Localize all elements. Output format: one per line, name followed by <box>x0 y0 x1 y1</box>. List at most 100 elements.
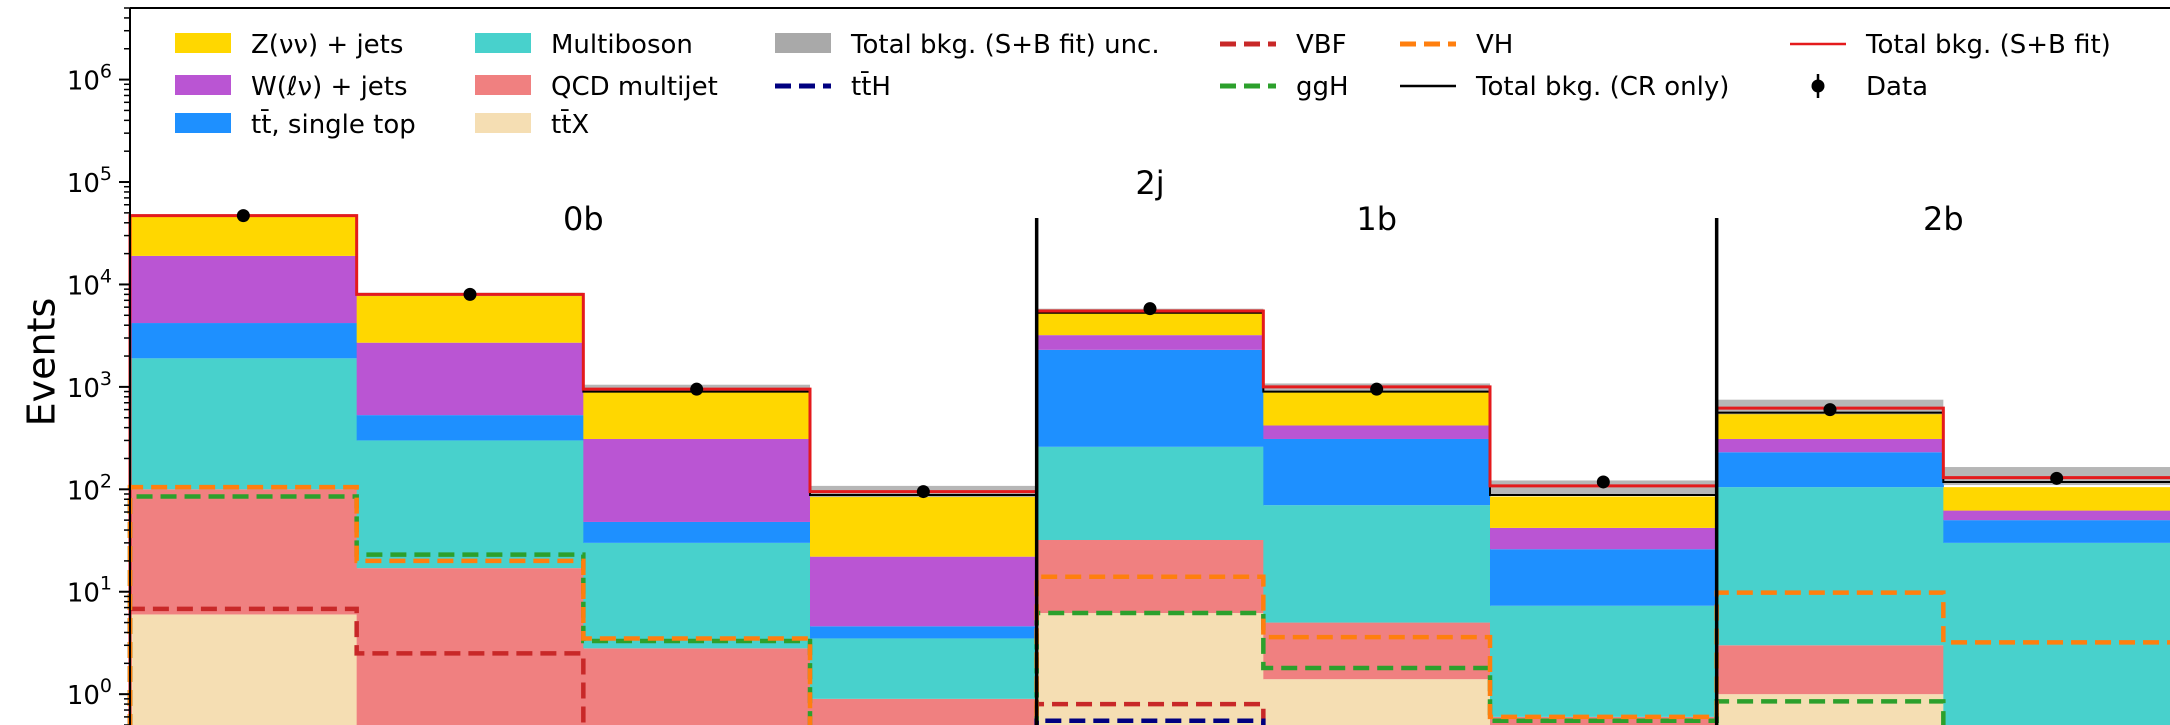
bar-wjets-2 <box>583 438 811 522</box>
data-point-6 <box>1596 475 1610 489</box>
legend-label-ttx: tt̄X <box>551 108 589 140</box>
bar-ttsingletop-3 <box>810 626 1038 639</box>
y-tick-exponent: 1 <box>100 573 112 595</box>
bar-zjets-5 <box>1263 391 1491 426</box>
data-point-5 <box>1370 382 1384 396</box>
bar-zjets-8 <box>1943 487 2170 511</box>
legend-label-totalbkgsbfit: Total bkg. (S+B fit) <box>1865 30 2111 60</box>
bar-multiboson-5 <box>1263 505 1491 623</box>
y-tick-label-0: 100 <box>67 675 112 711</box>
y-tick-label-5: 105 <box>67 163 112 199</box>
legend: Z(νν) + jets W(ℓν) + jets tt̄, single top M… <box>175 30 2111 140</box>
region-labels: 0b 1b 2b 2j <box>563 164 1964 238</box>
y-axis-label: Events <box>20 298 64 427</box>
bar-zjets-4 <box>1036 312 1264 336</box>
legend-label-vbf: VBF <box>1296 30 1347 60</box>
legend-swatch-zjets <box>175 33 231 53</box>
region-label-0b: 0b <box>563 200 604 238</box>
bar-zjets-7 <box>1716 412 1944 439</box>
bar-zjets-1 <box>356 294 584 343</box>
bar-multiboson-7 <box>1716 487 1944 646</box>
legend-label-data: Data <box>1866 72 1928 102</box>
bar-ttsingletop-4 <box>1036 349 1264 447</box>
bar-qcdmultijet-2 <box>583 648 811 725</box>
data-point-1 <box>463 287 477 301</box>
bar-multiboson-3 <box>810 638 1038 699</box>
y-tick-base: 10 <box>67 374 100 404</box>
legend-label-wjets: W(ℓν) + jets <box>251 72 408 102</box>
data-point-3 <box>916 485 930 499</box>
y-tick-base: 10 <box>67 67 100 97</box>
bar-ttsingletop-1 <box>356 415 584 441</box>
y-tick-base: 10 <box>67 681 100 711</box>
legend-swatch-ttx <box>475 113 531 133</box>
bar-zjets-3 <box>810 496 1038 557</box>
y-tick-base: 10 <box>67 271 100 301</box>
y-tick-exponent: 2 <box>100 470 112 492</box>
bar-wjets-3 <box>810 556 1038 627</box>
bar-wjets-4 <box>1036 335 1264 350</box>
legend-label-vh: VH <box>1476 30 1513 60</box>
data-point-0 <box>236 209 250 223</box>
bar-ttx-4 <box>1036 613 1264 725</box>
y-tick-label-3: 103 <box>67 368 112 404</box>
legend-swatch-wjets <box>175 75 231 95</box>
bar-qcdmultijet-1 <box>356 568 584 725</box>
y-tick-label-6: 106 <box>67 61 112 97</box>
legend-label-qcdmultijet: QCD multijet <box>551 72 718 102</box>
bar-ttsingletop-8 <box>1943 520 2170 543</box>
bar-qcdmultijet-3 <box>810 698 1038 725</box>
y-tick-base: 10 <box>67 579 100 609</box>
region-label-1b: 1b <box>1356 200 1397 238</box>
legend-label-multiboson: Multiboson <box>551 30 693 60</box>
group-label: 2j <box>1135 164 1164 202</box>
bar-ttx-0 <box>130 614 358 725</box>
y-tick-base: 10 <box>67 476 100 506</box>
bar-multiboson-6 <box>1490 605 1718 717</box>
y-tick-base: 10 <box>67 169 100 199</box>
bar-wjets-8 <box>1943 510 2170 521</box>
bar-multiboson-4 <box>1036 446 1264 540</box>
bar-zjets-2 <box>583 391 811 439</box>
signal-vbf-line <box>127 606 1266 725</box>
legend-swatch-data <box>1811 79 1825 93</box>
bar-zjets-6 <box>1490 496 1718 528</box>
bar-ttx-7 <box>1716 694 1944 725</box>
legend-label-totalbkgcronly: Total bkg. (CR only) <box>1475 72 1729 102</box>
y-tick-label-1: 101 <box>67 573 112 609</box>
legend-label-totalbkgsbfitunc: Total bkg. (S+B fit) unc. <box>850 30 1160 60</box>
y-tick-label-4: 104 <box>67 265 112 301</box>
bar-qcdmultijet-0 <box>130 489 358 615</box>
y-tick-exponent: 5 <box>100 163 112 185</box>
legend-label-zjets: Z(νν) + jets <box>251 30 403 60</box>
plot-area <box>127 209 2170 725</box>
y-tick-label-2: 102 <box>67 470 112 506</box>
bar-zjets-0 <box>130 215 358 256</box>
data-point-7 <box>1823 403 1837 417</box>
bar-multiboson-8 <box>1943 542 2170 725</box>
bar-wjets-5 <box>1263 425 1491 439</box>
bar-wjets-1 <box>356 342 584 416</box>
bar-multiboson-1 <box>356 440 584 569</box>
data-point-2 <box>690 382 704 396</box>
y-tick-exponent: 6 <box>100 61 112 83</box>
bar-wjets-0 <box>130 255 358 324</box>
legend-swatch-multiboson <box>475 33 531 53</box>
legend-swatch-totalbkgsbfitunc <box>775 33 831 53</box>
bar-qcdmultijet-7 <box>1716 645 1944 695</box>
legend-swatch-qcdmultijet <box>475 75 531 95</box>
data-point-8 <box>2050 471 2064 485</box>
bar-wjets-7 <box>1716 438 1944 453</box>
bar-ttx-5 <box>1263 679 1491 725</box>
y-tick-exponent: 0 <box>100 675 112 697</box>
bar-ttsingletop-7 <box>1716 452 1944 488</box>
bar-ttsingletop-0 <box>130 323 358 359</box>
legend-label-tth: tt̄H <box>851 70 891 102</box>
bar-qcdmultijet-5 <box>1263 622 1491 680</box>
bar-multiboson-0 <box>130 358 358 490</box>
data-point-4 <box>1143 302 1157 316</box>
bar-ttsingletop-2 <box>583 521 811 543</box>
region-label-2b: 2b <box>1923 200 1964 238</box>
